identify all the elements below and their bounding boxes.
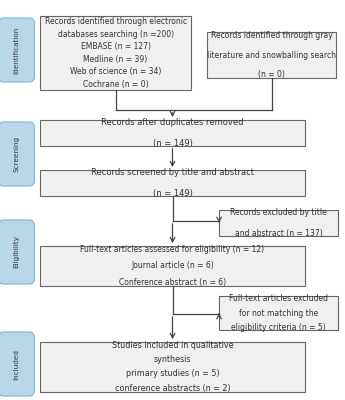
Text: for not matching the: for not matching the: [239, 308, 318, 318]
Text: Records identified through gray: Records identified through gray: [211, 31, 333, 40]
Text: conference abstracts (n = 2): conference abstracts (n = 2): [115, 384, 230, 392]
Text: primary studies (n = 5): primary studies (n = 5): [126, 370, 219, 378]
Text: literature and snowballing search: literature and snowballing search: [207, 50, 336, 60]
Text: databases searching (n =200): databases searching (n =200): [58, 30, 174, 39]
FancyBboxPatch shape: [40, 120, 305, 146]
Text: (n = 149): (n = 149): [152, 190, 193, 198]
FancyBboxPatch shape: [40, 16, 191, 90]
FancyBboxPatch shape: [40, 342, 305, 392]
Text: EMBASE (n = 127): EMBASE (n = 127): [81, 42, 150, 51]
FancyBboxPatch shape: [219, 296, 338, 330]
Text: Medline (n = 39): Medline (n = 39): [83, 55, 148, 64]
FancyBboxPatch shape: [40, 246, 305, 286]
Text: Records identified through electronic: Records identified through electronic: [45, 18, 187, 26]
Text: Records screened by title and abstract: Records screened by title and abstract: [91, 168, 254, 176]
FancyBboxPatch shape: [207, 32, 336, 78]
Text: Cochrane (n = 0): Cochrane (n = 0): [83, 80, 148, 88]
Text: Web of science (n = 34): Web of science (n = 34): [70, 67, 161, 76]
Text: Eligibility: Eligibility: [13, 236, 20, 268]
Text: synthesis: synthesis: [154, 356, 191, 364]
FancyBboxPatch shape: [0, 220, 34, 284]
Text: and abstract (n = 137): and abstract (n = 137): [235, 230, 323, 238]
Text: (n = 149): (n = 149): [152, 140, 193, 148]
Text: Conference abstract (n = 6): Conference abstract (n = 6): [119, 278, 226, 287]
Text: Studies included in qualitative: Studies included in qualitative: [112, 342, 233, 350]
FancyBboxPatch shape: [0, 18, 34, 82]
Text: Included: Included: [13, 348, 20, 380]
Text: Screening: Screening: [13, 136, 20, 172]
FancyBboxPatch shape: [0, 332, 34, 396]
Text: Full-text articles excluded: Full-text articles excluded: [229, 294, 328, 303]
Text: Journal article (n = 6): Journal article (n = 6): [131, 262, 214, 270]
Text: Identification: Identification: [13, 26, 20, 74]
FancyBboxPatch shape: [219, 210, 338, 236]
Text: Records after duplicates removed: Records after duplicates removed: [101, 118, 244, 126]
Text: (n = 0): (n = 0): [258, 70, 285, 79]
Text: Records excluded by title: Records excluded by title: [230, 208, 327, 216]
Text: Full-text articles assessed for eligibility (n = 12): Full-text articles assessed for eligibil…: [80, 245, 265, 254]
FancyBboxPatch shape: [0, 122, 34, 186]
FancyBboxPatch shape: [40, 170, 305, 196]
Text: eligibility criteria (n = 5): eligibility criteria (n = 5): [231, 323, 326, 332]
